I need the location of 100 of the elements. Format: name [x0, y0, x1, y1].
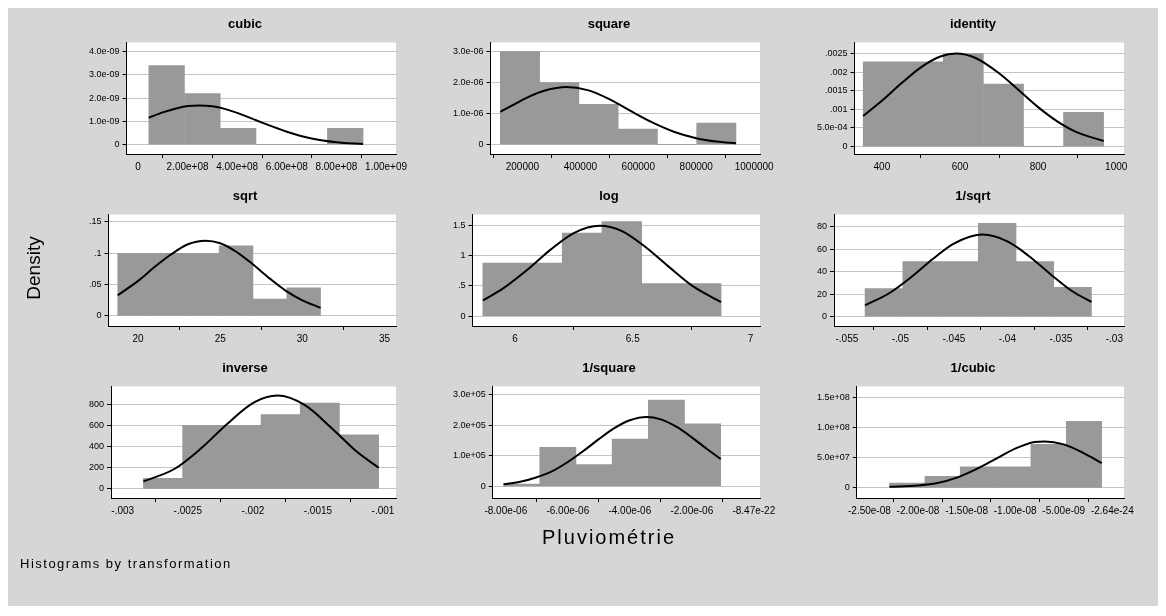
y-tick-label: 20 [817, 288, 828, 299]
x-tick-label: -5.00e-09 [1042, 504, 1086, 516]
chart-title: 1/cubic [949, 360, 997, 377]
chart-title: 1/sqrt [954, 188, 992, 205]
x-tick-label: 4.00e+08 [216, 160, 259, 172]
x-tick-label: 25 [214, 332, 227, 344]
x-tick-label: 800 [1029, 160, 1047, 172]
y-tick-label: .0025 [824, 48, 848, 59]
x-tick-label: -4.00e-06 [608, 504, 652, 516]
y-tick-label: 0 [478, 139, 484, 150]
x-tick-label: -2.50e-08 [848, 504, 892, 516]
y-tick-label: 0 [96, 310, 102, 321]
line-series [147, 104, 364, 145]
x-tick-label: -.04 [998, 332, 1017, 344]
x-tick-label: -8.47e-22 [732, 504, 776, 516]
x-tick-label: -.05 [891, 332, 910, 344]
y-tick-label: 1.0e-06 [452, 108, 484, 119]
y-tick-label: 2.0e-06 [452, 77, 484, 88]
x-tick-label: -2.64e-24 [1090, 504, 1135, 516]
y-tick-label: .15 [89, 216, 102, 227]
x-tick-label: 200000 [505, 160, 540, 172]
x-tick-label: 30 [296, 332, 309, 344]
y-tick-label: 2.0e-09 [88, 92, 120, 103]
y-tick-label: 60 [817, 243, 828, 254]
y-tick-label: .05 [89, 279, 102, 290]
x-tick-label: -.055 [835, 332, 859, 344]
x-tick-label: 400 [873, 160, 891, 172]
x-tick-label: 600 [951, 160, 969, 172]
x-tick-label: 800000 [679, 160, 714, 172]
x-tick-label: 2.00e+08 [166, 160, 209, 172]
y-tick-label: 600 [88, 419, 105, 430]
y-tick-label: 0 [114, 139, 120, 150]
y-axis-title: Density [23, 236, 45, 300]
y-tick-label: .002 [829, 66, 848, 77]
y-tick-label: 1.5 [453, 220, 466, 231]
y-tick-label: 200 [88, 462, 105, 473]
y-tick-label: 0 [822, 311, 828, 322]
x-tick-label: -.03 [1105, 332, 1124, 344]
y-tick-label: 3.0e-06 [452, 46, 484, 57]
x-tick-label: -8.00e-06 [484, 504, 528, 516]
chart-title: cubic [227, 16, 263, 33]
chart-title: inverse [221, 360, 269, 377]
x-tick-label: 6.5 [625, 332, 641, 344]
x-tick-label: -.001 [371, 504, 395, 516]
x-tick-label: -.035 [1049, 332, 1073, 344]
y-tick-label: 4.0e-09 [88, 46, 120, 57]
x-tick-label: 1.00e+09 [365, 160, 408, 172]
line-series [499, 86, 737, 145]
y-tick-label: .5 [458, 280, 466, 291]
x-tick-label: -.045 [942, 332, 966, 344]
x-tick-label: 400000 [563, 160, 598, 172]
text: Histograms by transformation [20, 556, 232, 571]
y-tick-label: 800 [88, 398, 105, 409]
y-tick-label: .001 [829, 103, 848, 114]
x-tick-label: 35 [378, 332, 391, 344]
y-tick-label: 3.0e-09 [88, 69, 120, 80]
line-series [481, 224, 723, 304]
x-tick-label: 0 [135, 160, 142, 172]
chart-title: 1/square [581, 360, 637, 377]
x-tick-label: -.003 [111, 504, 135, 516]
y-tick-label: 0 [480, 480, 486, 491]
y-tick-label: .1 [94, 247, 102, 258]
x-tick-label: -1.50e-08 [945, 504, 989, 516]
x-tick-label: -2.00e-06 [670, 504, 714, 516]
x-tick-label: -2.00e-08 [896, 504, 940, 516]
y-tick-label: 2.0e+05 [452, 419, 486, 430]
y-tick-label: 1.0e+08 [816, 421, 850, 432]
line-series [888, 440, 1103, 488]
x-tick-label: 1000 [1105, 160, 1128, 172]
chart-title: identity [948, 16, 998, 33]
x-tick-label: -.0025 [173, 504, 203, 516]
x-tick-label: 8.00e+08 [315, 160, 358, 172]
y-tick-label: 1.5e+08 [816, 391, 850, 402]
y-tick-label: 5.0e-04 [816, 122, 848, 133]
x-tick-label: -1.00e-08 [993, 504, 1038, 516]
x-tick-label: 600000 [621, 160, 656, 172]
x-tick-label: 6 [512, 332, 519, 344]
x-tick-label: 20 [132, 332, 145, 344]
line-series [502, 415, 722, 486]
x-axis-title: Pluviométrie [540, 526, 677, 549]
y-tick-label: 80 [817, 221, 828, 232]
chart-title: square [586, 16, 632, 33]
y-tick-label: 1.0e-09 [88, 115, 120, 126]
y-tick-label: 400 [88, 440, 105, 451]
y-tick-label: 1 [460, 250, 466, 261]
x-tick-label: 7 [747, 332, 754, 344]
chart-title: log [598, 188, 620, 205]
y-tick-label: 1.0e+05 [452, 450, 486, 461]
y-tick-label: 40 [817, 266, 828, 277]
x-tick-label: -6.00e-06 [546, 504, 590, 516]
y-tick-label: 0 [842, 141, 848, 152]
x-tick-label: 6.00e+08 [265, 160, 309, 172]
y-tick-label: .0015 [824, 85, 848, 96]
y-tick-label: 5.0e+07 [816, 452, 850, 463]
y-tick-label: 0 [99, 483, 105, 494]
y-tick-label: 3.0e+05 [452, 389, 486, 400]
x-tick-label: 1000000 [734, 160, 775, 172]
x-tick-label: -.0015 [303, 504, 333, 516]
y-tick-label: 0 [460, 310, 466, 321]
x-tick-label: -.002 [241, 504, 265, 516]
